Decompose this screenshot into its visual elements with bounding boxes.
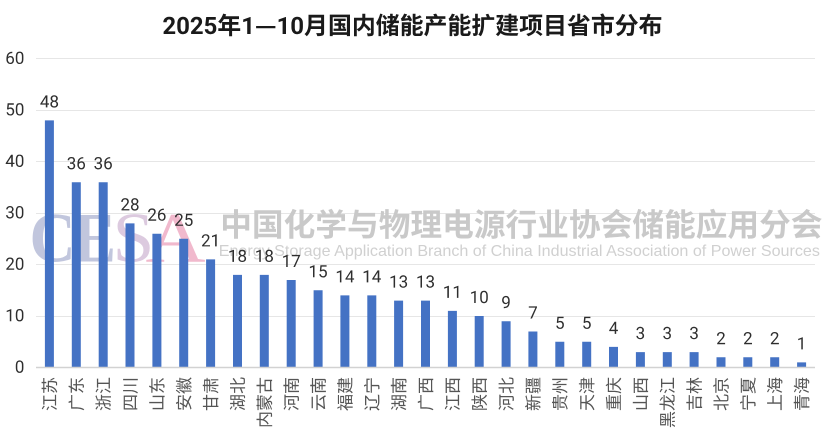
- svg-text:Energy Storage Application Bra: Energy Storage Application Branch of Chi…: [219, 242, 820, 260]
